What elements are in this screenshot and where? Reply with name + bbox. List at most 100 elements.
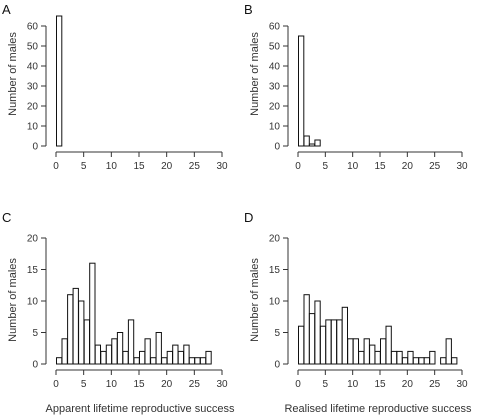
- panel-a-label: A: [2, 2, 11, 17]
- panel-d-xtick-label-0: 0: [295, 379, 301, 390]
- panel-d-bar-10: [352, 338, 360, 365]
- panel-b-xtick-label-15: 15: [374, 161, 386, 172]
- panel-c-ylabel: Number of males: [7, 258, 19, 342]
- panel-c-bar-18: [155, 332, 162, 365]
- panel-d-bar-17: [390, 350, 398, 365]
- panel-b-ytick-label-10: 10: [269, 122, 281, 133]
- panel-a-ylabel: Number of males: [7, 32, 19, 116]
- panel-d-bar-18: [396, 350, 403, 365]
- panel-b-ytick-label-40: 40: [269, 62, 281, 73]
- panel-c-bar-12: [122, 350, 129, 365]
- panel-a-xtick-label-0: 0: [53, 161, 59, 172]
- panel-d-bar-27: [445, 338, 452, 365]
- panel-c-xtick-label-25: 25: [189, 379, 201, 390]
- panel-a-xticks: 0 5 10 15 20 25 30: [53, 151, 228, 172]
- panel-b-ytick-label-60: 60: [269, 22, 281, 33]
- panel-d-bar-14: [374, 350, 381, 365]
- panel-d-xticks: 0 5 10 15 20 25 30: [295, 369, 468, 390]
- panel-d-bar-28: [451, 357, 458, 365]
- panel-d-ytick-label-20: 20: [269, 234, 281, 245]
- panel-c-bar-23: [183, 344, 190, 365]
- panel-c-bar-7: [94, 344, 101, 365]
- panel-d-ylabel: Number of males: [249, 258, 261, 342]
- panel-d-bar-5: [325, 319, 332, 365]
- panel-c-bar-15: [139, 350, 146, 365]
- panel-d-label: D: [244, 210, 253, 225]
- panel-d-bar-3: [314, 300, 321, 365]
- panel-c-bar-4: [78, 300, 85, 365]
- panel-b-ytick-label-50: 50: [269, 42, 281, 53]
- panel-d-ytick-label-10: 10: [269, 297, 281, 308]
- panel-c-bar-19: [161, 357, 168, 365]
- panel-a-xtick-label-15: 15: [133, 161, 145, 172]
- panel-d-bar-8: [341, 306, 349, 365]
- panel-c-ytick-label-5: 5: [32, 328, 38, 339]
- panel-c-bar-14: [133, 357, 140, 365]
- panel-a-yticks: 0 10 20 30 40 50 60: [27, 22, 47, 153]
- panel-d-bar-11: [358, 350, 365, 365]
- panel-d-bar-20: [407, 350, 414, 365]
- panel-d-xtick-label-30: 30: [456, 379, 468, 390]
- panel-b-ytick-label-0: 0: [274, 142, 280, 153]
- panel-a-ytick-label-20: 20: [27, 102, 39, 113]
- panel-c-bar-6: [89, 262, 96, 365]
- panel-d-bar-6: [330, 319, 338, 365]
- panel-b-ytick-label-20: 20: [269, 102, 281, 113]
- panel-a-xtick-label-25: 25: [189, 161, 201, 172]
- panel-c-xtick-label-5: 5: [81, 379, 87, 390]
- panel-d-ytick-label-5: 5: [274, 328, 280, 339]
- panel-b-bars: [298, 35, 321, 147]
- panel-d-yticks: 0 5 10 15 20: [269, 234, 289, 371]
- panel-b-xtick-label-10: 10: [347, 161, 359, 172]
- panel-b: B Number of males 0 5 10 15 20 25 30 0 10 20 30 40…: [244, 2, 468, 172]
- panel-d-bar-9: [347, 338, 354, 365]
- panel-d-bar-15: [380, 338, 387, 365]
- panel-b-xticks: 0 5 10 15 20 25 30: [295, 151, 468, 172]
- panel-c-xlabel: Apparent lifetime reproductive success: [46, 403, 235, 415]
- panel-c-yticks: 0 5 10 15 20: [27, 234, 47, 371]
- panel-c-bar-26: [199, 357, 207, 365]
- panel-d-bar-21: [412, 357, 420, 365]
- panel-a-ytick-label-10: 10: [27, 122, 39, 133]
- panel-b-bar-0: [298, 35, 305, 147]
- panel-b-xtick-label-20: 20: [402, 161, 414, 172]
- panel-a-ytick-label-50: 50: [27, 42, 39, 53]
- panel-a-xtick-label-20: 20: [161, 161, 173, 172]
- panel-a-xtick-label-10: 10: [106, 161, 118, 172]
- panel-d-bar-1: [303, 294, 310, 365]
- panel-d-bar-26: [440, 357, 447, 365]
- panel-a-bar-0: [56, 15, 63, 147]
- panel-a-xtick-label-30: 30: [216, 161, 228, 172]
- panel-a: A Number of males 0 5 10 15 20 25 30 0 10 20 30 40…: [2, 2, 228, 172]
- panel-c-bar-10: [111, 338, 118, 365]
- panel-c-bar-11: [116, 332, 124, 365]
- panel-d-xtick-label-15: 15: [374, 379, 386, 390]
- panel-d-bar-19: [401, 357, 409, 365]
- panel-d-xlabel: Realised lifetime reproductive success: [284, 403, 472, 415]
- panel-c-ytick-label-20: 20: [27, 234, 39, 245]
- panel-c-xtick-label-30: 30: [216, 379, 228, 390]
- panel-a-ytick-label-40: 40: [27, 62, 39, 73]
- panel-c-xtick-label-0: 0: [53, 379, 59, 390]
- panel-d-bar-12: [363, 338, 370, 365]
- panel-c-ytick-label-15: 15: [27, 265, 39, 276]
- panel-c-bar-0: [56, 357, 63, 365]
- panel-c-bar-17: [150, 357, 157, 365]
- panel-d-bar-23: [423, 357, 431, 365]
- panel-a-ytick-label-0: 0: [32, 142, 38, 153]
- panel-d-bar-7: [336, 319, 343, 365]
- panel-c-xtick-label-20: 20: [161, 379, 173, 390]
- panel-d: D Number of males 0 5 10 15 20 25 30 05101520 …: [244, 210, 472, 415]
- panel-c-bars: [56, 262, 212, 365]
- panel-c-bar-16: [144, 338, 151, 365]
- panel-d-xtick-label-5: 5: [323, 379, 329, 390]
- panel-c-xticks: 0 5 10 15 20 25 30: [53, 369, 228, 390]
- panel-d-bar-4: [319, 325, 327, 365]
- panel-b-xtick-label-5: 5: [323, 161, 329, 172]
- panel-c-bar-21: [172, 344, 179, 365]
- panel-c-ytick-label-0: 0: [32, 360, 38, 371]
- panel-c-bar-1: [61, 338, 68, 365]
- panel-d-xtick-label-10: 10: [347, 379, 359, 390]
- panel-c-bar-2: [67, 294, 74, 365]
